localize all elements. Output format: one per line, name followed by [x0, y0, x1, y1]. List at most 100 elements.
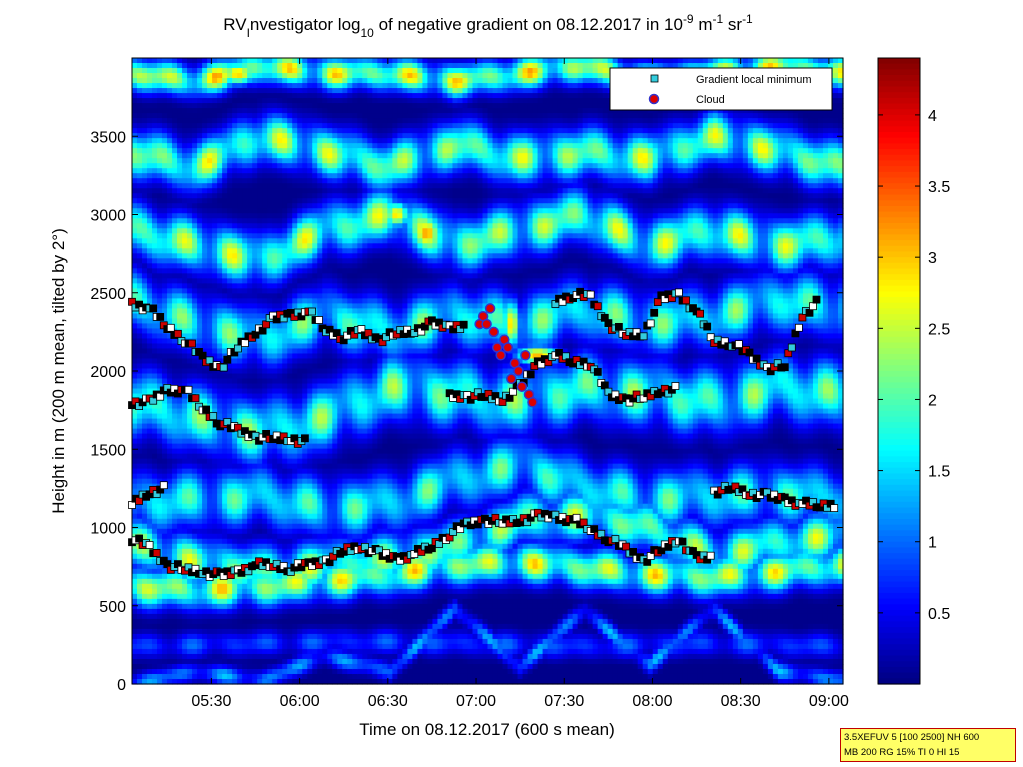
heatmap-cell [137, 478, 143, 485]
heatmap-cell [282, 78, 288, 84]
heatmap-cell [227, 233, 233, 239]
heatmap-cell [192, 203, 198, 209]
heatmap-cell [307, 83, 313, 89]
heatmap-cell [197, 268, 203, 274]
heatmap-cell [307, 343, 313, 350]
heatmap-cell [247, 133, 253, 139]
heatmap-cell [222, 383, 228, 390]
heatmap-cell [232, 623, 238, 630]
heatmap-cell [222, 448, 228, 455]
heatmap-cell [157, 658, 163, 665]
heatmap-cell [147, 473, 153, 480]
heatmap-cell [237, 443, 243, 450]
heatmap-cell [277, 603, 283, 610]
heatmap-cell [307, 648, 313, 655]
heatmap-cell [312, 193, 318, 199]
heatmap-cell [242, 168, 248, 174]
heatmap-cell [202, 318, 208, 325]
heatmap-cell [137, 328, 143, 335]
heatmap-cell [152, 363, 158, 370]
heatmap-cell [192, 213, 198, 219]
heatmap-cell [242, 218, 248, 224]
heatmap-cell [297, 653, 303, 660]
heatmap-cell [182, 308, 188, 315]
heatmap-cell [257, 183, 263, 189]
heatmap-cell [162, 93, 168, 99]
heatmap-cell [317, 403, 323, 410]
heatmap-cell [162, 438, 168, 445]
heatmap-cell [302, 498, 308, 505]
heatmap-cell [157, 438, 163, 445]
heatmap-cell [182, 653, 188, 660]
heatmap-cell [197, 438, 203, 445]
heatmap-cell [252, 88, 258, 94]
heatmap-cell [137, 453, 143, 460]
heatmap-cell [177, 533, 183, 540]
heatmap-cell [262, 528, 268, 535]
heatmap-cell [272, 598, 278, 605]
heatmap-cell [167, 228, 173, 234]
heatmap-cell [267, 103, 273, 109]
heatmap-cell [267, 203, 273, 209]
heatmap-cell [267, 263, 273, 269]
heatmap-cell [282, 458, 288, 465]
heatmap-cell [327, 143, 333, 149]
heatmap-cell [192, 73, 198, 79]
heatmap-cell [152, 298, 158, 304]
heatmap-cell [327, 198, 333, 204]
heatmap-cell [302, 63, 308, 69]
heatmap-cell [262, 413, 268, 420]
heatmap-cell [182, 173, 188, 179]
heatmap-cell [312, 653, 318, 660]
heatmap-cell [272, 663, 278, 670]
heatmap-cell [312, 623, 318, 630]
heatmap-cell [252, 403, 258, 410]
heatmap-cell [277, 443, 283, 450]
heatmap-cell [162, 263, 168, 269]
heatmap-cell [147, 183, 153, 189]
heatmap-cell [247, 243, 253, 249]
heatmap-cell [322, 563, 328, 570]
heatmap-cell [297, 613, 303, 620]
heatmap-cell [172, 573, 178, 580]
heatmap-cell [192, 368, 198, 375]
heatmap-cell [242, 198, 248, 204]
heatmap-cell [137, 548, 143, 555]
heatmap-cell [247, 218, 253, 224]
heatmap-cell [257, 208, 263, 214]
heatmap-cell [147, 348, 153, 355]
heatmap-cell [167, 298, 173, 304]
heatmap-cell [237, 598, 243, 605]
heatmap-cell [137, 388, 143, 395]
heatmap-cell [217, 248, 223, 254]
heatmap-cell [302, 148, 308, 154]
heatmap-cell [197, 613, 203, 620]
heatmap-cell [132, 373, 138, 380]
heatmap-cell [267, 578, 273, 585]
heatmap-cell [232, 158, 238, 164]
heatmap-cell [202, 298, 208, 304]
heatmap-cell [282, 383, 288, 390]
heatmap-cell [192, 118, 198, 124]
heatmap-cell [202, 343, 208, 350]
heatmap-cell [297, 198, 303, 204]
heatmap-cell [157, 408, 163, 415]
heatmap-cell [312, 538, 318, 545]
heatmap-cell [142, 428, 148, 435]
heatmap-cell [232, 368, 238, 375]
heatmap-cell [177, 438, 183, 445]
heatmap-cell [247, 458, 253, 465]
heatmap-cell [177, 473, 183, 480]
heatmap-cell [182, 148, 188, 154]
heatmap-cell [232, 443, 238, 450]
heatmap-cell [302, 228, 308, 234]
heatmap-cell [302, 448, 308, 455]
heatmap-cell [312, 283, 318, 289]
heatmap-cell [317, 193, 323, 199]
heatmap-cell [132, 203, 138, 209]
heatmap-cell [282, 253, 288, 259]
heatmap-cell [307, 278, 313, 284]
heatmap-cell [187, 453, 193, 460]
heatmap-cell [147, 463, 153, 470]
heatmap-cell [272, 228, 278, 234]
